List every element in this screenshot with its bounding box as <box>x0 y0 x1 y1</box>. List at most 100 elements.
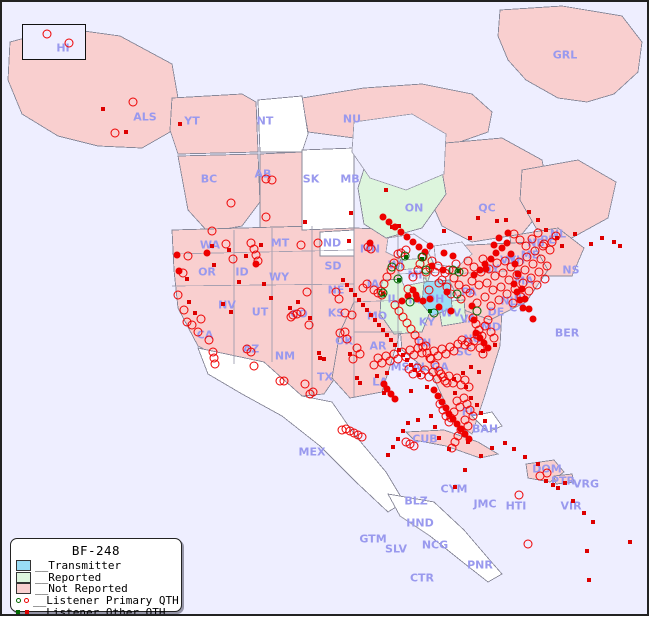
listener-primary-qth-marker <box>347 310 357 320</box>
listener-marker-filled <box>504 229 512 237</box>
listener-other-qth-marker <box>556 486 560 490</box>
listener-other-qth-marker <box>391 445 395 449</box>
listener-primary-qth-marker <box>540 274 550 284</box>
listener-other-qth-marker <box>469 396 473 400</box>
listener-marker-filled <box>380 380 388 388</box>
listener-primary-qth-marker <box>302 287 312 297</box>
listener-marker-filled <box>510 280 518 288</box>
listener-primary-qth-marker <box>482 278 492 288</box>
listener-marker-filled <box>519 304 527 312</box>
listener-primary-qth-marker <box>395 262 405 272</box>
listener-primary-qth-marker-green <box>417 252 427 262</box>
listener-other-qth-marker <box>523 455 527 459</box>
listener-primary-qth-marker <box>261 174 271 184</box>
listener-other-qth-marker <box>124 130 128 134</box>
listener-marker-filled <box>470 271 478 279</box>
listener-other-qth-marker <box>361 303 365 307</box>
listener-other-qth-marker <box>416 418 420 422</box>
listener-other-qth-marker <box>544 228 548 232</box>
listener-other-qth-marker <box>381 328 385 332</box>
listener-primary-qth-marker <box>522 252 532 262</box>
listener-primary-qth-marker <box>542 468 552 478</box>
listener-primary-qth-marker <box>228 254 238 264</box>
legend-swatch <box>16 583 31 595</box>
listener-other-qth-marker <box>269 296 273 300</box>
listener-primary-qth-marker <box>478 349 488 359</box>
listener-primary-qth-marker <box>403 284 413 294</box>
listener-other-qth-marker <box>479 454 483 458</box>
listener-primary-qth-marker <box>362 279 372 289</box>
listener-marker-filled <box>413 295 421 303</box>
listener-other-qth-marker <box>589 242 593 246</box>
listener-marker-filled <box>397 228 405 236</box>
legend-item: __Not Reported <box>16 583 176 595</box>
listener-other-qth-marker <box>227 248 231 252</box>
listener-other-qth-marker <box>475 403 479 407</box>
listener-primary-qth-marker-green <box>400 251 410 261</box>
legend-label: __Reported <box>35 570 102 584</box>
listener-other-qth-marker <box>551 483 555 487</box>
listener-marker-filled <box>529 315 537 323</box>
listener-primary-qth-marker-green <box>452 289 462 299</box>
listener-primary-qth-marker <box>355 349 365 359</box>
listener-primary-qth-marker <box>173 290 183 300</box>
listener-primary-qth-marker <box>532 280 542 290</box>
listener-primary-qth-marker <box>427 256 437 266</box>
listener-primary-qth-marker <box>536 254 546 264</box>
listener-other-qth-marker <box>296 300 300 304</box>
listener-other-qth-marker <box>425 385 429 389</box>
listener-primary-qth-marker <box>64 38 74 48</box>
listener-other-qth-marker <box>612 240 616 244</box>
listener-marker-filled <box>453 420 461 428</box>
listener-primary-qth-marker <box>366 244 376 254</box>
listener-primary-qth-marker <box>226 198 236 208</box>
legend-label: __Listener Other QTH <box>33 605 166 616</box>
listener-other-qth-marker <box>483 419 487 423</box>
listener-other-qth-marker <box>385 333 389 337</box>
listener-primary-qth-marker <box>435 399 445 409</box>
listener-other-qth-marker <box>317 351 321 355</box>
listener-marker-filled <box>490 241 498 249</box>
listener-marker-filled <box>447 307 455 315</box>
listener-other-qth-marker <box>468 236 472 240</box>
listener-primary-qth-marker <box>210 359 220 369</box>
listener-marker-filled <box>387 390 395 398</box>
listener-other-qth-marker <box>393 343 397 347</box>
listener-other-qth-marker <box>560 244 564 248</box>
listener-marker-filled <box>379 213 387 221</box>
listener-primary-qth-marker <box>249 361 259 371</box>
listener-other-qth-marker <box>262 282 266 286</box>
legend-item: __Listener Primary QTH <box>16 595 179 607</box>
listener-other-qth-marker <box>229 310 233 314</box>
listener-primary-qth-marker <box>472 330 482 340</box>
listener-primary-qth-marker <box>542 261 552 271</box>
listener-marker-filled <box>507 250 515 258</box>
listener-primary-qth-marker <box>334 294 344 304</box>
listener-primary-qth-marker <box>204 335 214 345</box>
listener-primary-qth-marker <box>433 261 443 271</box>
listener-other-qth-marker <box>618 244 622 248</box>
listener-primary-qth-marker <box>524 286 534 296</box>
circle-marker-icon <box>24 598 29 604</box>
listener-primary-qth-marker <box>521 241 531 251</box>
listener-other-qth-marker <box>353 293 357 297</box>
listener-marker-filled <box>487 255 495 263</box>
square-marker-icon <box>16 610 20 614</box>
listener-marker-filled <box>403 233 411 241</box>
listener-marker-filled <box>404 292 412 300</box>
listener-marker-filled <box>465 435 473 443</box>
listener-primary-qth-marker <box>369 360 379 370</box>
listener-marker-filled <box>391 395 399 403</box>
listener-other-qth-marker <box>406 421 410 425</box>
listener-primary-qth-marker <box>478 254 488 264</box>
listener-other-qth-marker <box>386 453 390 457</box>
listener-other-qth-marker <box>345 283 349 287</box>
listener-primary-qth-marker <box>464 382 474 392</box>
listener-marker-filled <box>449 252 457 260</box>
listener-other-qth-marker <box>396 437 400 441</box>
listener-other-qth-marker <box>397 224 401 228</box>
listener-primary-qth-marker-green <box>387 262 397 272</box>
listener-primary-qth-marker <box>408 272 418 282</box>
listener-other-qth-marker <box>477 370 481 374</box>
